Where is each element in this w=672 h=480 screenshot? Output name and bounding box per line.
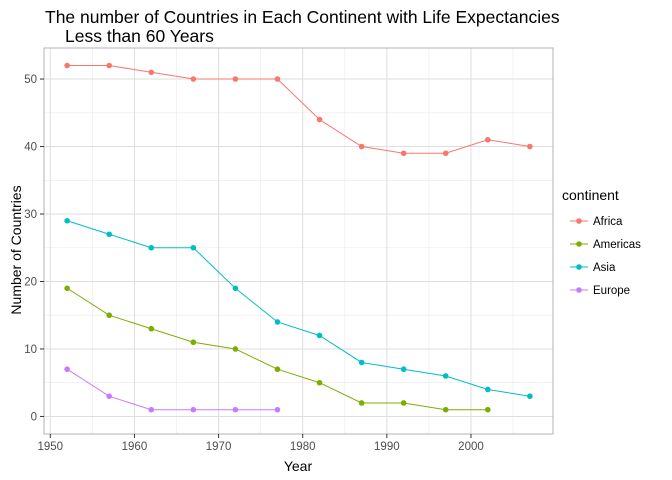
data-point-asia [232,285,239,292]
y-tick-label: 20 [24,276,37,288]
x-axis-ticks: 1950 1960 1970 1980 1990 2000 [38,434,484,453]
data-point-europe [274,406,281,413]
x-axis-title: Year [284,458,313,474]
data-point-asia [274,319,281,325]
data-point-europe [232,406,239,413]
data-point-asia [316,332,323,339]
legend-key-point-europe [576,287,582,293]
data-point-europe [148,406,155,413]
y-tick-label: 30 [24,209,37,221]
data-point-asia [484,386,491,393]
series-line-asia [66,220,530,397]
legend-key-point-africa [576,218,582,224]
data-point-americas [274,366,281,373]
legend-item-africa: Africa [570,216,623,228]
data-point-africa [400,150,407,157]
series-asia [64,217,533,400]
data-point-asia [106,231,113,238]
data-point-americas [106,312,113,319]
data-point-americas [316,379,323,386]
data-point-americas [64,285,70,292]
series-americas [64,285,491,413]
x-tick-label: 1950 [38,441,64,453]
data-point-americas [190,339,197,346]
legend: continent Africa Americas Asia Europe [562,187,641,297]
series-group [64,62,533,413]
data-point-asia [148,244,155,251]
data-point-africa [527,143,533,150]
data-point-africa [442,150,449,157]
series-europe [64,366,281,413]
data-point-africa [274,76,281,82]
data-point-americas [232,346,239,352]
data-point-africa [148,69,155,76]
data-point-asia [358,359,365,366]
legend-label-americas: Americas [593,239,641,251]
data-point-africa [64,62,70,69]
data-point-africa [106,62,113,69]
legend-label-europe: Europe [593,285,630,297]
plot-panel [43,47,554,435]
data-point-americas [400,400,407,406]
data-point-asia [527,393,533,400]
series-africa [64,62,533,157]
series-line-europe [66,368,278,411]
legend-key-point-asia [576,264,582,270]
data-point-asia [442,373,449,379]
legend-item-asia: Asia [570,262,616,274]
legend-title: continent [562,187,619,203]
data-point-europe [64,366,70,373]
data-point-europe [106,393,113,400]
legend-item-americas: Americas [570,239,641,251]
legend-key-point-americas [576,241,582,247]
chart-title-line2: Less than 60 Years [65,26,214,46]
y-tick-label: 40 [24,142,37,154]
data-point-africa [190,76,197,82]
legend-item-europe: Europe [570,285,630,297]
data-point-europe [190,406,197,413]
data-point-africa [484,136,491,143]
chart-title-line1: The number of Countries in Each Continen… [45,7,560,27]
data-point-africa [358,143,365,150]
y-axis-ticks: 0 10 20 30 40 50 [24,74,44,423]
x-tick-label: 1960 [122,441,148,453]
data-point-africa [232,76,239,82]
panel-border [43,47,554,435]
y-tick-label: 50 [24,74,37,86]
x-tick-label: 1970 [206,441,232,453]
data-point-asia [190,244,197,251]
legend-items: Africa Americas Asia Europe [570,216,641,297]
x-tick-label: 2000 [458,441,484,453]
data-point-americas [484,406,491,413]
data-point-asia [64,217,70,224]
data-point-americas [442,406,449,413]
legend-label-africa: Africa [593,216,623,228]
x-tick-label: 1980 [290,441,316,453]
data-point-americas [148,325,155,332]
data-point-asia [400,366,407,373]
y-tick-label: 10 [24,344,37,356]
x-tick-label: 1990 [374,441,400,453]
data-point-africa [316,116,323,123]
y-axis-title: Number of Countries [8,185,24,314]
y-tick-label: 0 [31,411,37,423]
series-line-africa [67,65,530,154]
legend-label-asia: Asia [593,262,616,274]
data-point-americas [358,400,365,406]
